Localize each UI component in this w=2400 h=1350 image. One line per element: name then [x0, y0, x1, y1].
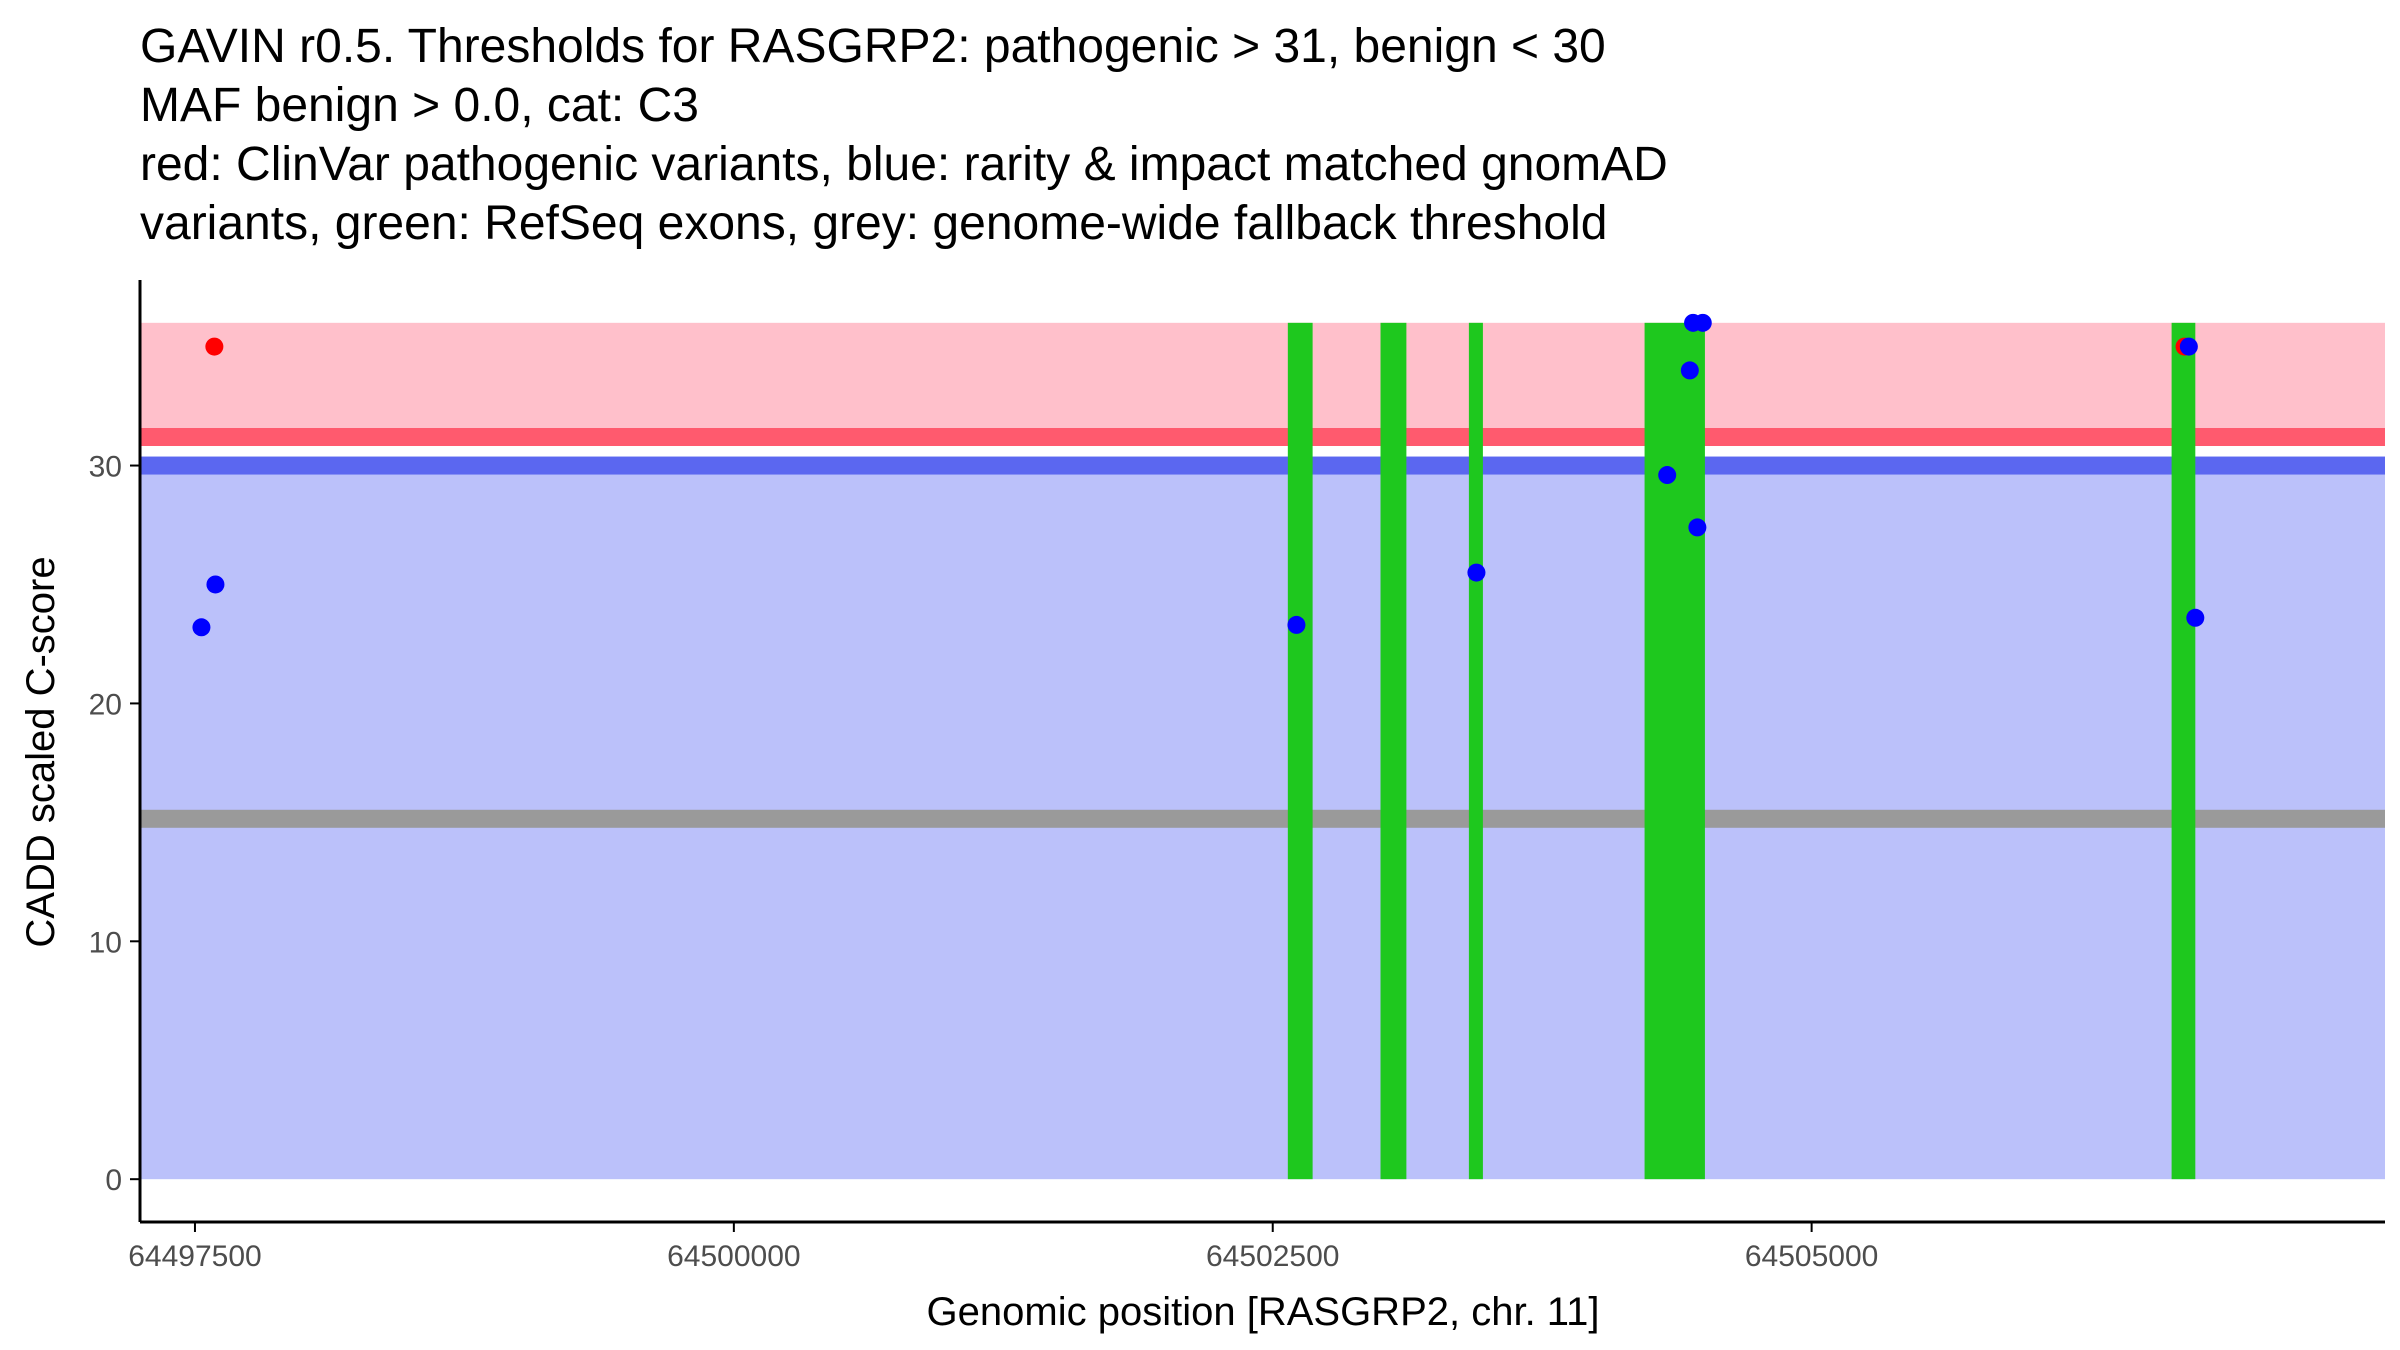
- benign-point-9: [1693, 313, 1712, 332]
- pathogenic-point-1: [205, 337, 224, 356]
- exon-bar-4: [1644, 322, 1705, 1180]
- x-tick-label-3: 64502500: [1206, 1240, 1339, 1273]
- data-points: [192, 313, 2205, 637]
- benign-point-2: [206, 575, 225, 594]
- benign-point-3: [1287, 615, 1306, 634]
- x-tick-label-1: 64497500: [128, 1240, 261, 1273]
- x-axis-title: Genomic position [RASGRP2, chr. 11]: [927, 1290, 1600, 1334]
- y-axis-title: CADD scaled C-score: [19, 556, 63, 947]
- chart-title: GAVIN r0.5. Thresholds for RASGRP2: path…: [140, 20, 1668, 250]
- title-line-4: variants, green: RefSeq exons, grey: gen…: [140, 197, 1607, 250]
- pathogenic-threshold-line: [140, 428, 2385, 446]
- axes: 0 10 20 30 64497500 64500000 64502500 64505000: [89, 280, 2385, 1273]
- benign-point-8: [1688, 518, 1707, 537]
- benign-point-10: [2179, 337, 2198, 356]
- benign-point-1: [192, 618, 211, 637]
- benign-point-6: [1680, 361, 1699, 380]
- y-tick-label-0: 0: [105, 1164, 122, 1197]
- pathogenic-zone: [140, 322, 2385, 442]
- exon-bar-3: [1468, 322, 1483, 1180]
- x-tick-label-2: 64500000: [667, 1240, 800, 1273]
- exon-bar-1: [1287, 322, 1313, 1180]
- benign-threshold-line: [140, 456, 2385, 475]
- benign-point-11: [2186, 608, 2205, 627]
- title-line-3: red: ClinVar pathogenic variants, blue: …: [140, 138, 1668, 191]
- exon-bar-2: [1380, 322, 1407, 1180]
- y-tick-label-30: 30: [89, 451, 122, 484]
- fallback-threshold-line: [140, 809, 2385, 828]
- plot-area: [140, 322, 2385, 1180]
- benign-point-5: [1658, 466, 1677, 485]
- y-tick-label-10: 10: [89, 926, 122, 959]
- exon-bar-5: [2171, 322, 2196, 1180]
- title-line-1: GAVIN r0.5. Thresholds for RASGRP2: path…: [140, 20, 1606, 73]
- x-tick-label-4: 64505000: [1745, 1240, 1878, 1273]
- title-line-2: MAF benign > 0.0, cat: C3: [140, 79, 699, 132]
- benign-point-4: [1467, 563, 1486, 582]
- y-tick-label-20: 20: [89, 688, 122, 721]
